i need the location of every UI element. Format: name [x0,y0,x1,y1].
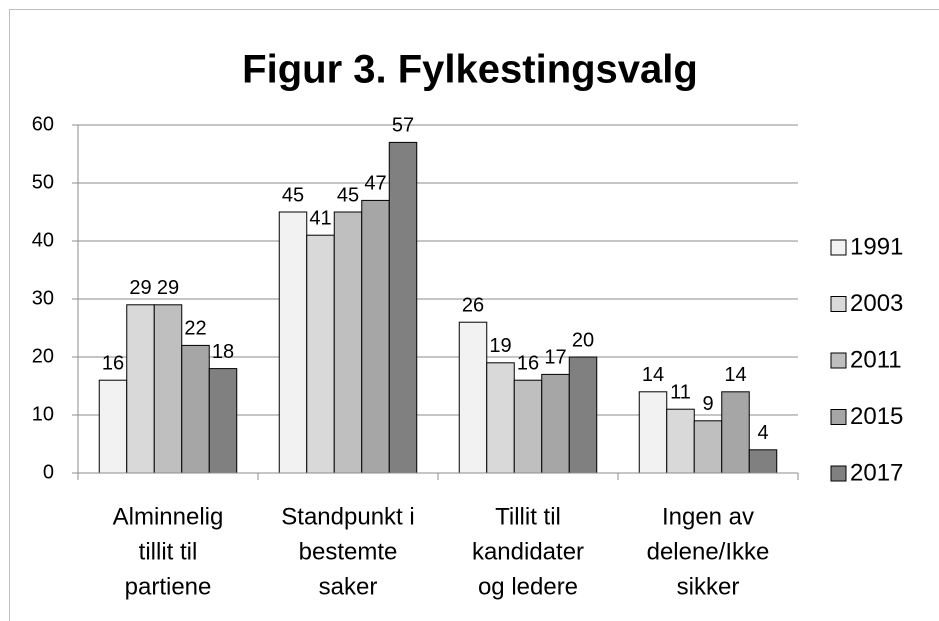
x-tick-label: og ledere [478,573,578,600]
y-tick-label: 30 [32,287,54,309]
legend-label: 2011 [850,346,902,373]
legend-swatch [830,409,847,425]
bar [126,304,155,474]
legend-swatch [830,465,847,482]
x-tick-label: partiene [125,573,212,600]
bar [306,234,335,474]
bar [513,379,543,474]
bar [666,408,695,474]
y-tick-label: 10 [32,403,54,425]
value-label: 16 [102,352,124,374]
value-label: 47 [364,173,386,195]
y-tick-label: 40 [32,229,54,251]
bar [568,356,598,474]
x-tick-label: sikker [677,573,740,600]
x-tick-label: Tillit til [495,503,561,530]
y-tick-label: 60 [32,113,54,135]
value-label: 57 [392,115,414,137]
bar [693,420,723,474]
value-label: 45 [282,184,304,206]
bar [721,391,750,474]
legend-swatch [830,296,847,312]
y-tick-label: 0 [43,461,54,483]
chart-title: Figur 3. Fylkestingsvalg [242,48,698,92]
bar [361,199,390,474]
legend-label: 2003 [850,290,903,317]
y-tick-label: 50 [32,171,54,193]
legend-label: 1991 [850,233,903,260]
bar [153,304,183,474]
legend-label: 2017 [850,459,903,486]
bar [208,368,238,474]
x-tick-label: bestemte [299,538,398,565]
bar [486,362,515,474]
value-label: 19 [489,335,511,357]
bar [333,211,363,474]
x-tick-label: Ingen av [662,503,754,530]
bar [278,211,308,474]
value-label: 41 [309,207,331,229]
x-tick-label: Standpunkt i [281,503,414,530]
value-label: 11 [670,381,691,403]
value-label: 18 [212,341,234,363]
value-label: 16 [517,352,539,374]
value-label: 14 [642,364,664,386]
value-label: 26 [462,294,484,316]
bar [388,141,418,474]
value-label: 17 [544,347,566,369]
bar [748,449,778,474]
value-label: 9 [702,393,713,415]
bar [638,391,668,474]
value-label: 29 [129,277,151,299]
x-tick-label: kandidater [472,538,584,565]
legend-swatch [830,352,847,369]
bar [98,379,128,474]
value-label: 29 [157,277,179,299]
value-label: 22 [184,318,206,340]
y-tick-label: 20 [32,345,54,367]
x-tick-label: delene/Ikke [647,538,770,565]
bar [458,321,488,474]
legend-label: 2015 [850,403,903,430]
bar [541,373,570,474]
x-tick-label: tillit til [139,538,198,565]
value-label: 20 [572,329,594,351]
bar [181,344,210,474]
x-tick-label: saker [319,573,378,600]
value-label: 14 [724,364,746,386]
value-label: 45 [337,184,359,206]
value-label: 4 [757,422,768,444]
legend-swatch [830,239,847,256]
x-tick-label: Alminnelig [113,503,224,530]
